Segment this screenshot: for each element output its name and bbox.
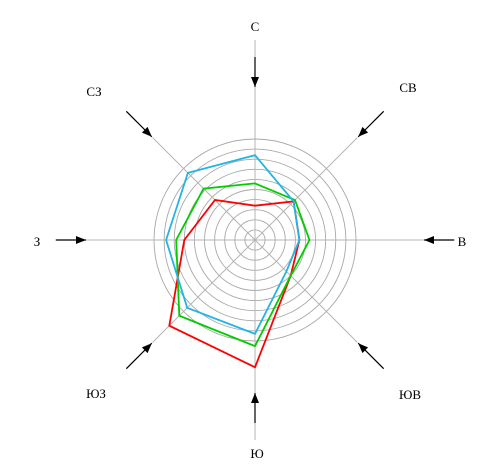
- direction-spoke: [254, 239, 358, 343]
- direction-label: З: [34, 234, 41, 249]
- direction-label: СВ: [399, 80, 417, 95]
- direction-labels: С СВ В ЮВ Ю ЮЗ З СЗ: [34, 19, 467, 461]
- direction-label: ЮВ: [399, 387, 421, 402]
- direction-label: С: [251, 19, 260, 34]
- direction-label: Ю: [250, 446, 263, 461]
- direction-arrow: [357, 342, 385, 370]
- direction-label: ЮЗ: [86, 386, 106, 401]
- direction-label: В: [458, 234, 467, 249]
- direction-label: СЗ: [86, 84, 101, 99]
- direction-arrow: [125, 110, 153, 138]
- series-polygon: [165, 154, 301, 336]
- direction-arrow: [357, 110, 385, 138]
- direction-arrows: [56, 57, 454, 423]
- direction-arrow: [125, 342, 153, 370]
- series-group: [165, 154, 311, 369]
- series-polygon: [175, 182, 311, 348]
- direction-spoke: [254, 137, 358, 241]
- direction-spokes: [55, 40, 455, 440]
